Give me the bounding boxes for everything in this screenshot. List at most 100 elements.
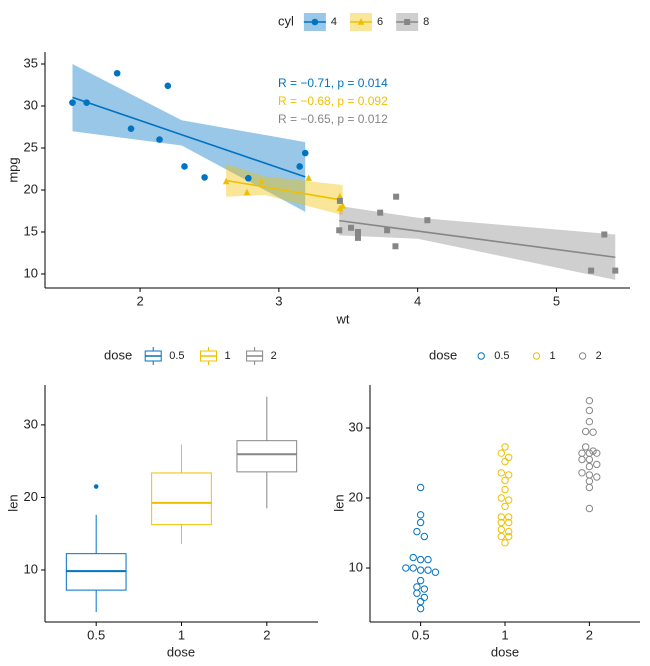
annotation: R = −0.71, p = 0.014 [278,76,388,90]
point [336,192,344,200]
legend-title: dose [429,347,457,362]
legend-label: 1 [550,350,556,362]
dot [501,485,509,494]
point [392,243,399,250]
dot [585,396,594,405]
point [83,99,90,106]
dot [585,471,594,479]
point [612,267,619,274]
x-tick-label: 1 [178,627,185,642]
point [113,69,121,77]
dot [585,417,594,426]
dot [416,518,425,527]
y-tick-label: 35 [24,55,38,70]
dot [585,504,594,513]
dot [585,406,594,415]
y-tick-label: 10 [24,265,38,280]
legend-label: 0.5 [169,350,184,362]
point [424,217,431,224]
legend-title: dose [104,347,132,362]
y-axis-title: len [5,494,20,511]
point [164,82,172,90]
x-tick-label: 3 [275,293,282,308]
dot [589,428,597,436]
dot [424,566,432,574]
point [588,267,595,274]
x-tick-label: 5 [553,293,560,308]
y-tick-label: 25 [24,139,38,154]
dot [501,443,509,451]
dot [505,453,513,462]
point [354,228,361,235]
point [336,204,344,212]
point [336,197,343,204]
point [243,188,251,196]
x-tick-label: 2 [586,627,593,642]
dot [416,511,425,519]
point [127,125,135,132]
legend-key-marker [357,18,365,25]
y-tick-label: 30 [24,97,38,112]
dot [505,496,513,504]
point [601,231,608,238]
y-tick-label: 10 [349,559,363,574]
point [301,149,309,157]
dot [501,457,509,466]
dot [585,462,594,471]
dot [424,555,432,564]
point [377,209,384,216]
annotation: R = −0.65, p = 0.012 [278,112,388,126]
outlier [93,484,99,489]
dot [416,604,425,613]
fit-line [72,96,306,178]
legend-label: 8 [423,16,429,28]
dot [497,513,505,521]
legend-label: 6 [377,16,383,28]
dot [578,469,586,477]
box [151,472,212,526]
dot [593,460,601,469]
dot [505,513,513,521]
point [354,234,361,241]
legend-key [477,352,485,360]
legend-label: 0.5 [494,350,509,362]
y-tick-label: 15 [24,223,38,238]
dot [501,476,509,485]
dot [501,539,509,547]
dot [409,553,417,562]
annotation: R = −0.68, p = 0.092 [278,94,388,108]
dot [497,518,505,527]
x-tick-label: 1 [501,627,508,642]
dot [505,518,513,527]
fit-line [225,179,343,201]
point [245,174,252,182]
dot [585,455,594,464]
dot [581,427,590,436]
point [393,193,400,200]
dot [585,483,594,492]
dot [431,568,440,576]
x-axis-title: dose [491,644,519,659]
legend-label: 1 [225,350,231,362]
y-axis-title: mpg [5,157,20,182]
point [69,99,76,106]
box [236,440,298,473]
dot [413,583,421,591]
y-tick-label: 30 [349,419,363,434]
y-tick-label: 20 [24,181,38,196]
dot [585,477,594,485]
dot [497,449,505,457]
dot [416,576,425,585]
x-tick-label: 2 [263,627,270,642]
dot [420,585,429,593]
confidence-band [339,205,616,280]
legend-key [532,352,541,360]
legend-key-marker [311,18,319,26]
dot [416,597,425,606]
dot [497,469,505,477]
dot [409,564,417,572]
x-tick-label: 0.5 [412,627,430,642]
legend-label: 2 [271,350,277,362]
legend-key-marker [404,19,411,25]
